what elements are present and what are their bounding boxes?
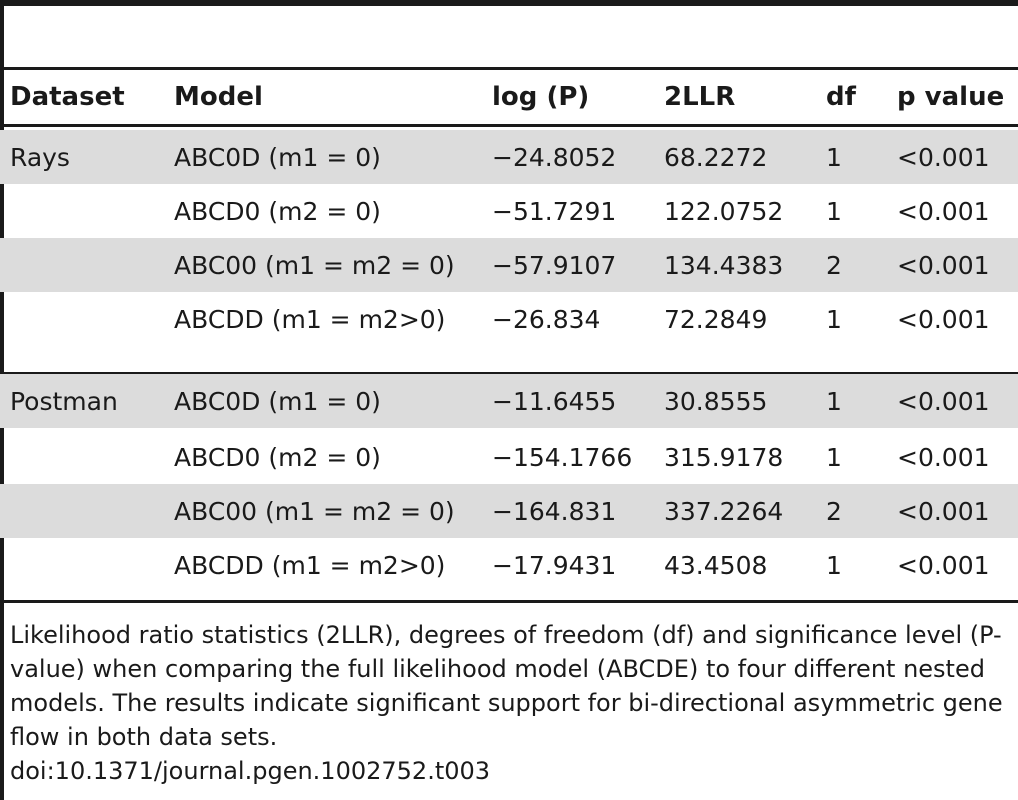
llr-cell: 72.2849 bbox=[664, 304, 768, 334]
dataset-name: Rays bbox=[10, 142, 70, 172]
model-cell: ABCD0 (m2 = 0) bbox=[174, 442, 381, 472]
p-value-cell: <0.001 bbox=[897, 142, 990, 172]
log-p-cell: −11.6455 bbox=[492, 386, 617, 416]
doi-text: doi:10.1371/journal.pgen.1002752.t003 bbox=[10, 757, 491, 785]
table-row: ABCD0 (m2 = 0) −51.7291 122.0752 1 <0.00… bbox=[0, 184, 1018, 238]
table-row: ABC00 (m1 = m2 = 0) −164.831 337.2264 2 … bbox=[0, 484, 1018, 538]
llr-cell: 30.8555 bbox=[664, 386, 768, 416]
df-cell: 1 bbox=[826, 142, 842, 172]
df-cell: 2 bbox=[826, 496, 842, 526]
model-cell: ABC00 (m1 = m2 = 0) bbox=[174, 250, 455, 280]
p-value-cell: <0.001 bbox=[897, 304, 990, 334]
llr-cell: 134.4383 bbox=[664, 250, 784, 280]
log-p-cell: −57.9107 bbox=[492, 250, 617, 280]
llr-cell: 122.0752 bbox=[664, 196, 784, 226]
model-cell: ABC0D (m1 = 0) bbox=[174, 142, 381, 172]
p-value-cell: <0.001 bbox=[897, 196, 990, 226]
header-df: df bbox=[826, 82, 856, 112]
model-cell: ABC0D (m1 = 0) bbox=[174, 386, 381, 416]
df-cell: 1 bbox=[826, 196, 842, 226]
log-p-cell: −154.1766 bbox=[492, 442, 633, 472]
top-border bbox=[0, 0, 1018, 6]
table-row: Rays ABC0D (m1 = 0) −24.8052 68.2272 1 <… bbox=[0, 130, 1018, 184]
table-caption: Likelihood ratio statistics (2LLR), degr… bbox=[10, 621, 1003, 751]
table-bottom-rule bbox=[0, 600, 1018, 603]
dataset-name: Postman bbox=[10, 386, 118, 416]
header-2llr: 2LLR bbox=[664, 82, 736, 112]
table-row: ABCDD (m1 = m2>0) −26.834 72.2849 1 <0.0… bbox=[0, 292, 1018, 346]
p-value-cell: <0.001 bbox=[897, 442, 990, 472]
df-cell: 2 bbox=[826, 250, 842, 280]
table-row: ABCD0 (m2 = 0) −154.1766 315.9178 1 <0.0… bbox=[0, 430, 1018, 484]
header-model: Model bbox=[174, 82, 263, 112]
log-p-cell: −24.8052 bbox=[492, 142, 617, 172]
model-cell: ABCD0 (m2 = 0) bbox=[174, 196, 381, 226]
llr-cell: 43.4508 bbox=[664, 550, 768, 580]
table-row: ABC00 (m1 = m2 = 0) −57.9107 134.4383 2 … bbox=[0, 238, 1018, 292]
df-cell: 1 bbox=[826, 304, 842, 334]
table-header: Dataset Model log (P) 2LLR df p value bbox=[0, 67, 1018, 127]
p-value-cell: <0.001 bbox=[897, 250, 990, 280]
log-p-cell: −164.831 bbox=[492, 496, 617, 526]
df-cell: 1 bbox=[826, 386, 842, 416]
p-value-cell: <0.001 bbox=[897, 496, 990, 526]
llr-cell: 68.2272 bbox=[664, 142, 768, 172]
model-cell: ABCDD (m1 = m2>0) bbox=[174, 304, 446, 334]
log-p-cell: −26.834 bbox=[492, 304, 601, 334]
model-cell: ABC00 (m1 = m2 = 0) bbox=[174, 496, 455, 526]
group-divider bbox=[0, 372, 1018, 374]
header-p-value: p value bbox=[897, 82, 1005, 112]
p-value-cell: <0.001 bbox=[897, 550, 990, 580]
llr-cell: 315.9178 bbox=[664, 442, 784, 472]
table-row: ABCDD (m1 = m2>0) −17.9431 43.4508 1 <0.… bbox=[0, 538, 1018, 592]
log-p-cell: −51.7291 bbox=[492, 196, 617, 226]
model-cell: ABCDD (m1 = m2>0) bbox=[174, 550, 446, 580]
header-dataset: Dataset bbox=[10, 82, 125, 112]
header-log-p: log (P) bbox=[492, 82, 590, 112]
p-value-cell: <0.001 bbox=[897, 386, 990, 416]
df-cell: 1 bbox=[826, 442, 842, 472]
log-p-cell: −17.9431 bbox=[492, 550, 617, 580]
llr-cell: 337.2264 bbox=[664, 496, 784, 526]
table-row: Postman ABC0D (m1 = 0) −11.6455 30.8555 … bbox=[0, 374, 1018, 428]
df-cell: 1 bbox=[826, 550, 842, 580]
